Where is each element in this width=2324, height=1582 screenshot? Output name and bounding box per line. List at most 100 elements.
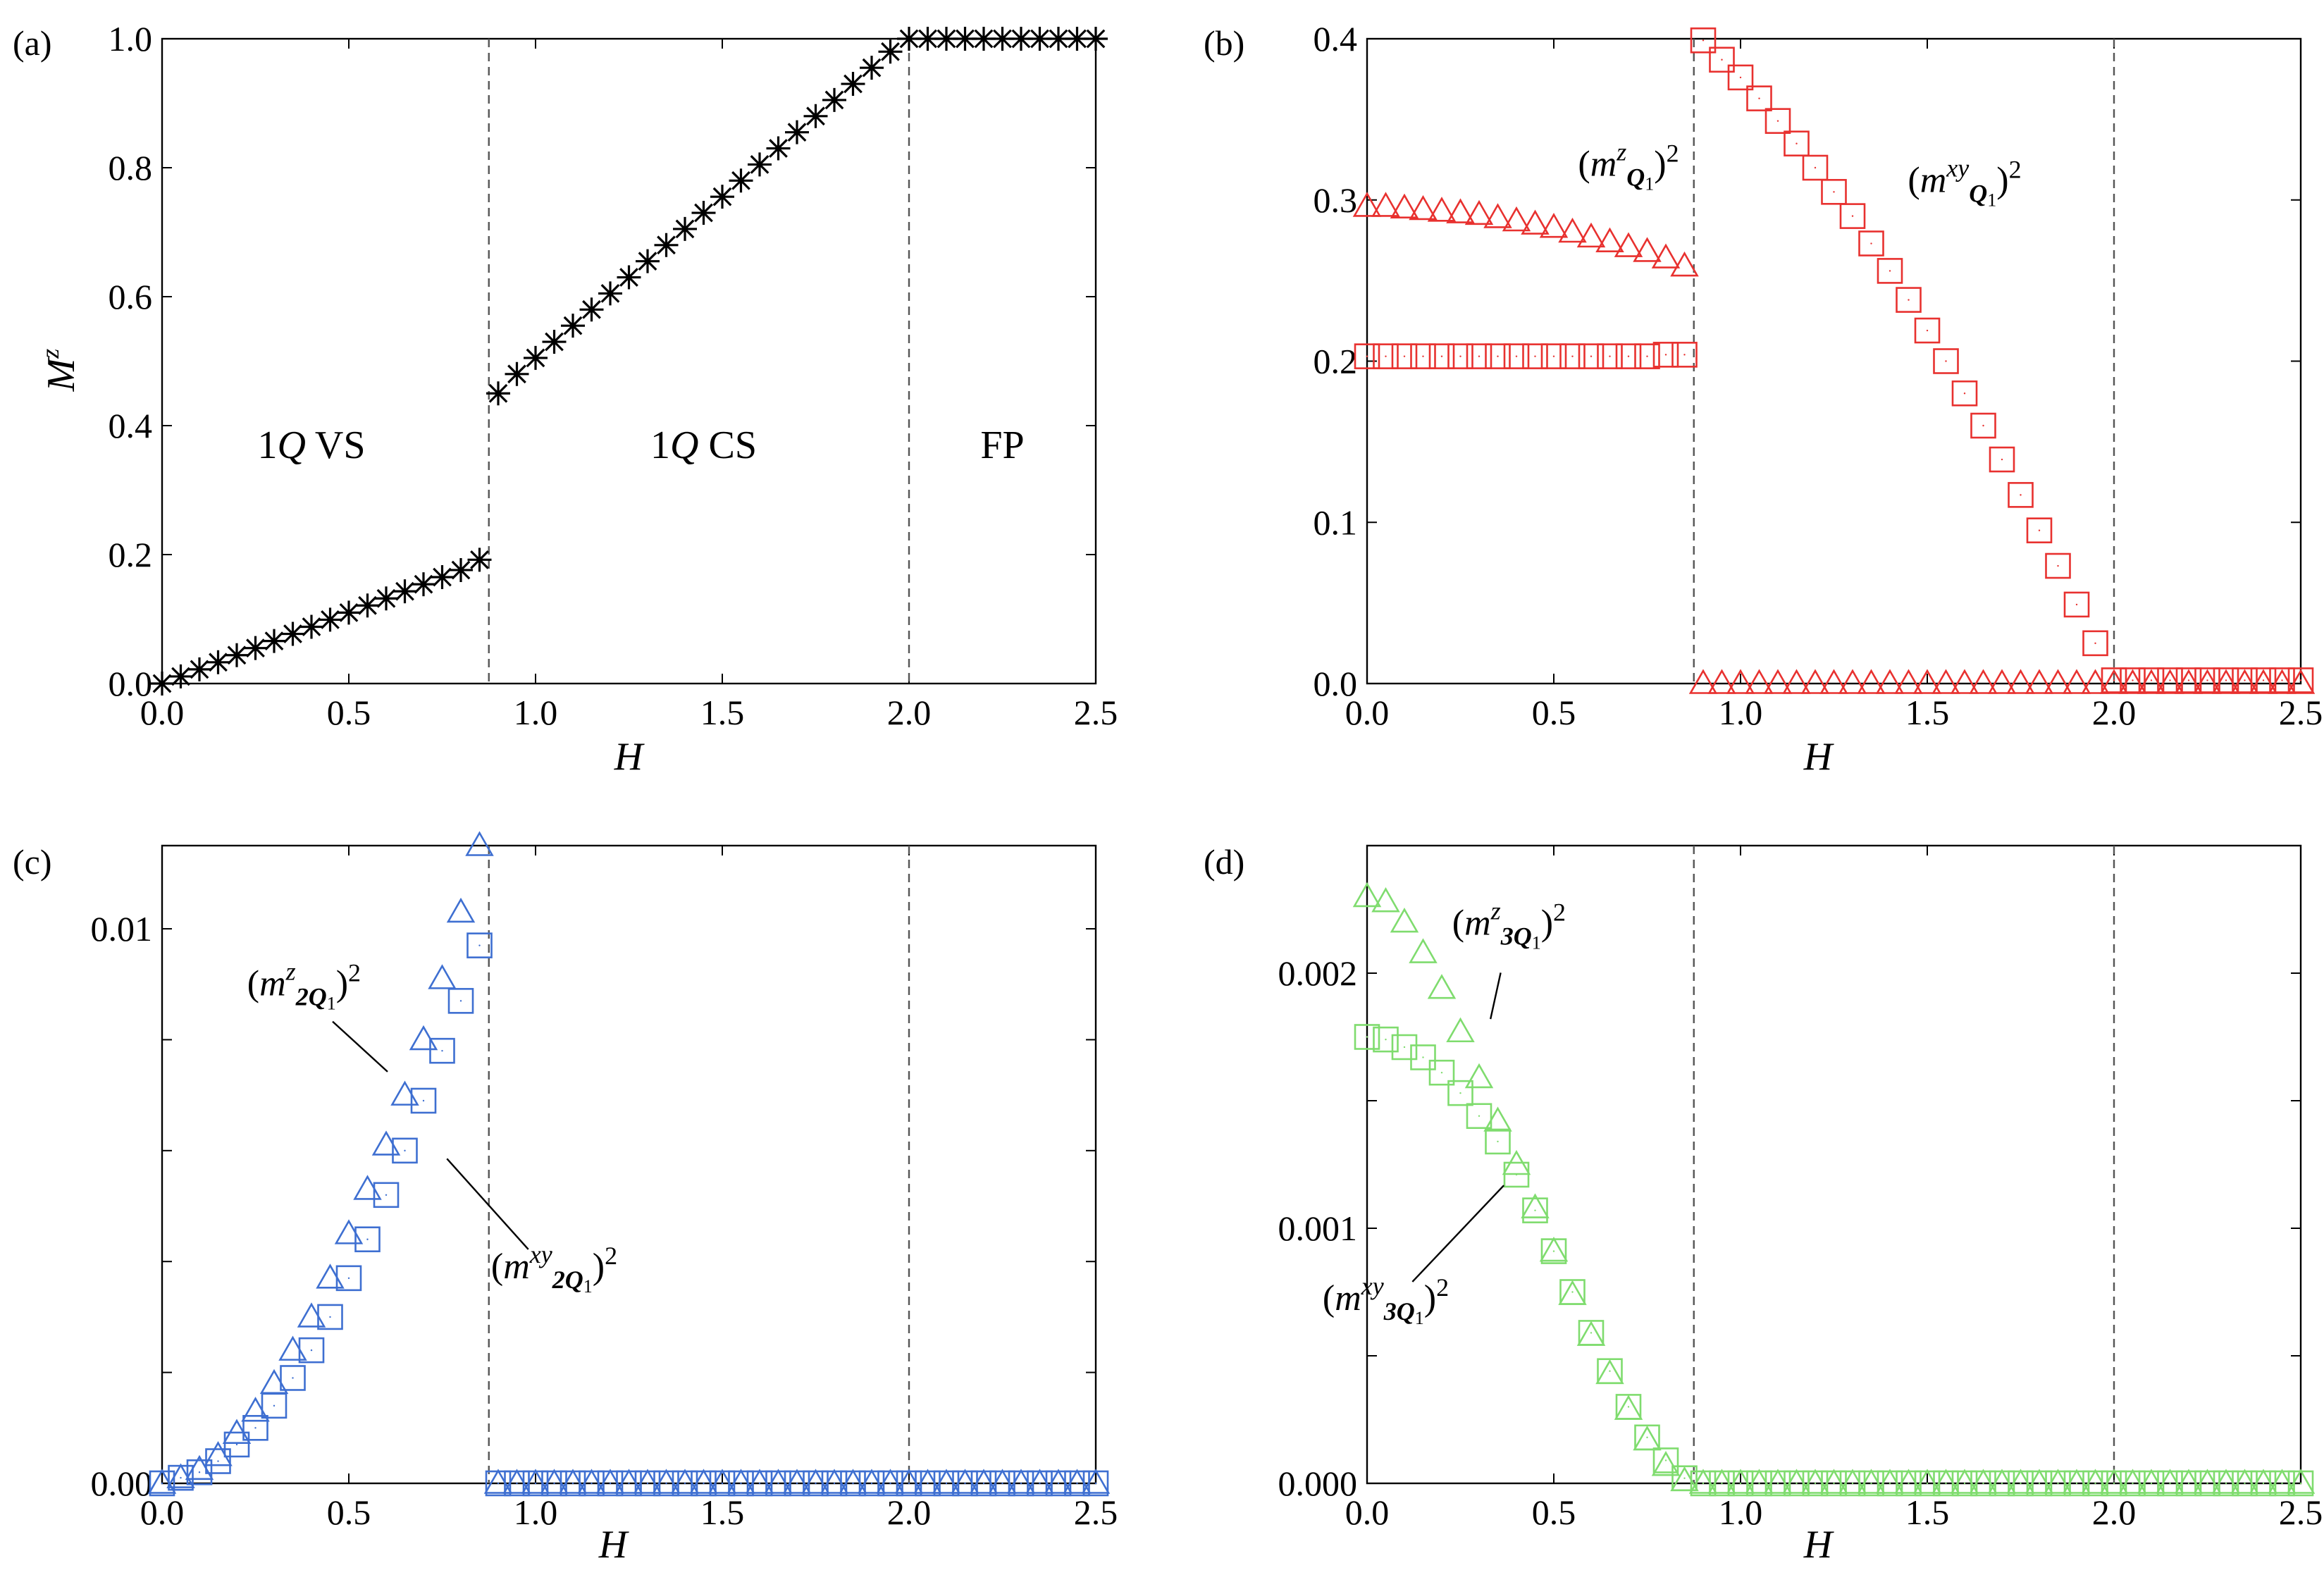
annotation-part: m xyxy=(1335,1278,1361,1318)
x-tick-label: 2.0 xyxy=(887,693,932,732)
data-point xyxy=(1597,343,1623,369)
data-point xyxy=(1821,179,1847,205)
data-point-center xyxy=(1571,1291,1574,1293)
annotation-part: m xyxy=(1464,903,1491,944)
data-point xyxy=(1950,669,1979,694)
x-tick-label: 2.0 xyxy=(2092,1493,2137,1532)
annotation-part: Q xyxy=(1626,163,1645,191)
data-point xyxy=(1447,343,1473,369)
data-point-center xyxy=(2132,1482,2134,1485)
region-part: 1 xyxy=(257,424,277,467)
data-point-center xyxy=(2075,603,2078,606)
data-point-center xyxy=(1870,1482,1872,1485)
data-point xyxy=(1634,343,1660,369)
data-point xyxy=(654,233,679,257)
data-point-center xyxy=(1627,1406,1630,1408)
data-point xyxy=(1709,47,1735,73)
data-point xyxy=(1726,669,1755,694)
data-point xyxy=(1521,1193,1550,1218)
data-point-center xyxy=(292,1377,294,1379)
data-point xyxy=(1503,343,1530,369)
annotation-label: (mxy3Q1)2 xyxy=(1323,1272,1449,1328)
data-point-center xyxy=(852,1482,854,1485)
data-point-center xyxy=(1833,191,1835,193)
data-point-center xyxy=(1039,1482,1041,1485)
data-point xyxy=(2287,1470,2314,1497)
data-point xyxy=(337,600,361,625)
series xyxy=(149,932,1109,1497)
data-point xyxy=(766,136,791,161)
x-tick-label: 1.0 xyxy=(514,1493,558,1532)
data-point xyxy=(1839,203,1866,229)
data-point xyxy=(225,643,249,667)
data-point-center xyxy=(2020,1482,2022,1485)
data-point xyxy=(1352,882,1382,908)
data-point-center xyxy=(1366,1036,1368,1038)
data-point xyxy=(299,614,323,639)
data-point xyxy=(1027,27,1052,51)
data-point xyxy=(1578,343,1605,369)
data-point xyxy=(1578,1320,1605,1346)
data-point xyxy=(1690,27,1717,54)
data-point-center xyxy=(2057,1482,2059,1485)
data-point xyxy=(1838,669,1867,694)
data-point xyxy=(1670,251,1699,277)
data-point-center xyxy=(1814,1482,1817,1485)
data-point xyxy=(597,1470,624,1497)
data-point xyxy=(1483,203,1512,228)
x-tick-label: 0.0 xyxy=(1345,1493,1390,1532)
data-point xyxy=(1597,1358,1623,1385)
data-point xyxy=(877,1470,903,1497)
data-point xyxy=(598,281,622,306)
x-tick-label: 1.5 xyxy=(700,1493,745,1532)
data-point xyxy=(187,657,211,681)
data-point xyxy=(1466,1103,1492,1130)
data-point-center xyxy=(1982,1482,1984,1485)
data-point-center xyxy=(2057,564,2059,567)
x-tick-label: 1.0 xyxy=(514,693,558,732)
data-point-center xyxy=(1422,355,1424,357)
data-point-center xyxy=(1001,1482,1003,1485)
annotation-label: (mzQ1)2 xyxy=(1578,137,1679,194)
x-tick-label: 2.5 xyxy=(2279,693,2323,732)
data-point-center xyxy=(273,1404,276,1407)
data-point-center xyxy=(2244,1482,2246,1485)
annotation-part: 2 xyxy=(1667,139,1679,167)
data-point-center xyxy=(646,1482,649,1485)
data-point xyxy=(1427,974,1457,999)
data-point xyxy=(392,1137,418,1164)
x-tick-label: 2.0 xyxy=(2092,693,2137,732)
data-point xyxy=(1931,669,1960,694)
data-point xyxy=(579,297,604,322)
data-point-center xyxy=(571,1482,574,1485)
data-point xyxy=(1633,237,1662,262)
annotation-part: Q xyxy=(1969,179,1987,207)
data-point xyxy=(2082,1470,2108,1497)
data-point xyxy=(2194,667,2220,693)
plot-area: 0.0 0.5 1.0 1.5 2.0 2.50.000.01(mz2Q1)2(mxy2Q… xyxy=(91,831,1118,1532)
data-point xyxy=(524,345,548,370)
panel-d: (d) 0.0 0.5 1.0 1.5 2.0 2.50.0000.0010.002(mz… xyxy=(1204,842,2323,1566)
annotation-part: 1 xyxy=(1645,173,1654,194)
annotation-part: ) xyxy=(1654,144,1666,184)
data-point xyxy=(672,1470,698,1497)
x-tick-label: 0.0 xyxy=(140,1493,185,1532)
annotation-label: (mz3Q1)2 xyxy=(1452,897,1566,953)
data-point xyxy=(1503,1161,1530,1188)
data-point-center xyxy=(1664,1459,1667,1462)
data-point xyxy=(1558,217,1587,243)
data-point xyxy=(1987,669,2017,694)
data-point xyxy=(1466,343,1492,369)
data-point xyxy=(1046,27,1070,51)
data-point-center xyxy=(1870,242,1872,245)
data-point-center xyxy=(1497,1140,1499,1143)
x-tick-label: 1.5 xyxy=(1905,1493,1950,1532)
x-tick-label: 0.5 xyxy=(1532,693,1576,732)
annotation-part: ) xyxy=(593,1247,605,1287)
data-point-center xyxy=(1627,355,1630,357)
data-point-center xyxy=(1646,355,1648,357)
panel-a: (a) 0.0 0.5 1.0 1.5 2.0 2.5 0.0 0.2 0.4 0.6 0.8 1.0… xyxy=(13,19,1118,779)
data-point-center xyxy=(1851,1482,1854,1485)
annotation-leader xyxy=(446,1158,529,1250)
data-point xyxy=(1652,342,1679,368)
